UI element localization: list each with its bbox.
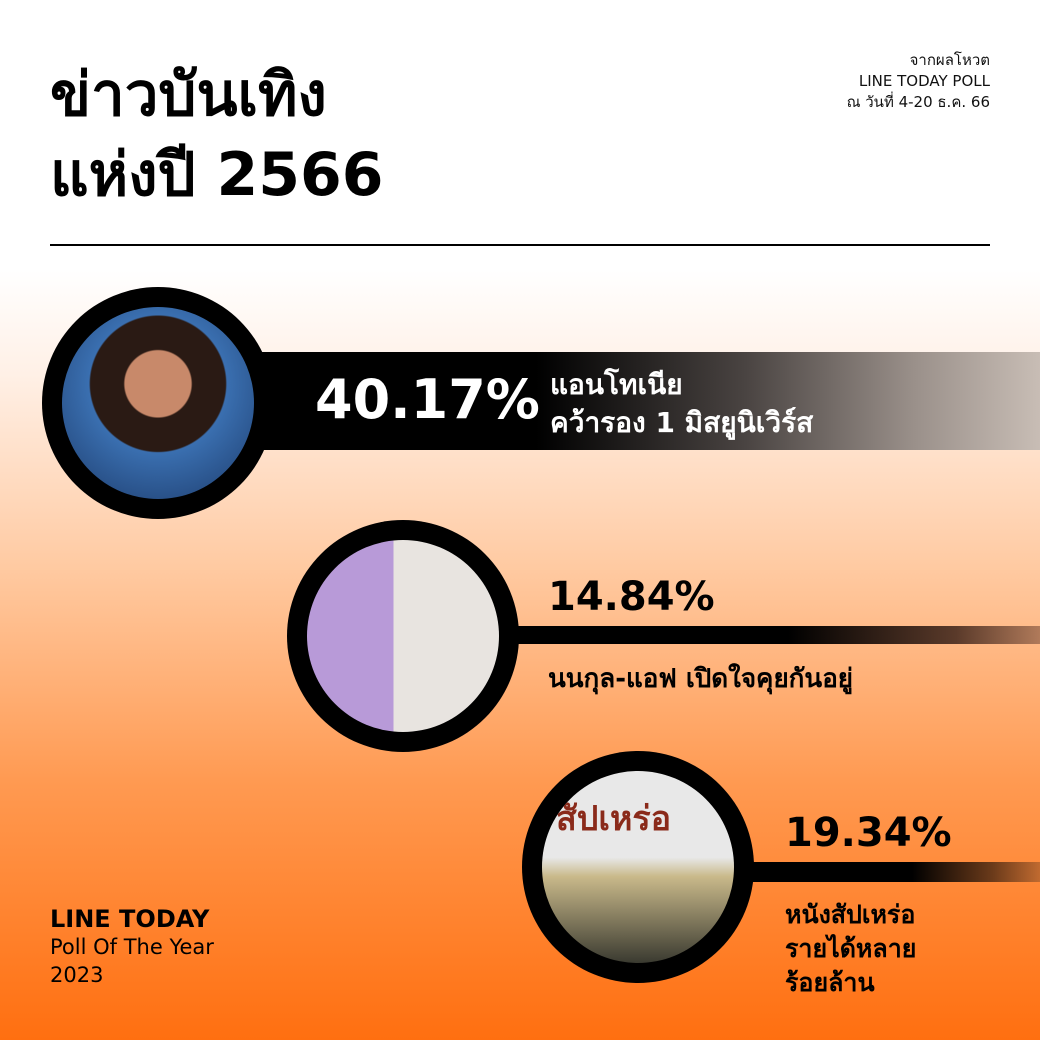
photo-couple [307,540,499,732]
movie-poster: สัปเหร่อ [542,771,734,963]
divider [50,244,990,246]
percent-2: 14.84% [548,574,715,620]
footer-line-2: Poll Of The Year [50,935,214,959]
percent-1: 40.17% [315,368,540,431]
photo-circle-2 [287,520,519,752]
headline-3-line-1: หนังสัปเหร่อ [785,900,916,929]
bar-1 [200,352,1040,450]
footer-brand: LINE TODAY Poll Of The Year 2023 [50,905,214,989]
headline-1-line-1: แอนโทเนีย [550,368,683,401]
title-line-1: ข่าวบันเทิง [50,60,327,130]
headline-3: หนังสัปเหร่อ รายได้หลาย ร้อยล้าน [785,898,916,1000]
source-line-3: ณ วันที่ 4-20 ธ.ค. 66 [846,93,990,111]
photo-circle-3: สัปเหร่อ [522,751,754,983]
photo-circle-1 [42,287,274,519]
bar-2 [480,626,1040,644]
footer-line-3: 2023 [50,963,104,987]
footer-line-1: LINE TODAY [50,905,210,933]
source-line-1: จากผลโหวต [909,51,990,69]
headline-3-line-3: ร้อยล้าน [785,968,875,997]
title-line-2: แห่งปี 2566 [50,140,384,210]
photo-antonia [62,307,254,499]
headline-1-line-2: คว้ารอง 1 มิสยูนิเวิร์ส [550,406,814,439]
source-line-2: LINE TODAY POLL [858,72,990,90]
headline-3-line-2: รายได้หลาย [785,934,917,963]
page-title: ข่าวบันเทิง แห่งปี 2566 [50,55,384,215]
source-note: จากผลโหวต LINE TODAY POLL ณ วันที่ 4-20 … [847,50,990,113]
percent-3: 19.34% [785,810,952,856]
headline-2: นนกุล-แอฟ เปิดใจคุยกันอยู่ [548,664,854,694]
bar-3 [720,862,1040,882]
headline-1: แอนโทเนีย คว้ารอง 1 มิสยูนิเวิร์ส [550,366,813,442]
poster-title: สัปเหร่อ [556,799,672,839]
